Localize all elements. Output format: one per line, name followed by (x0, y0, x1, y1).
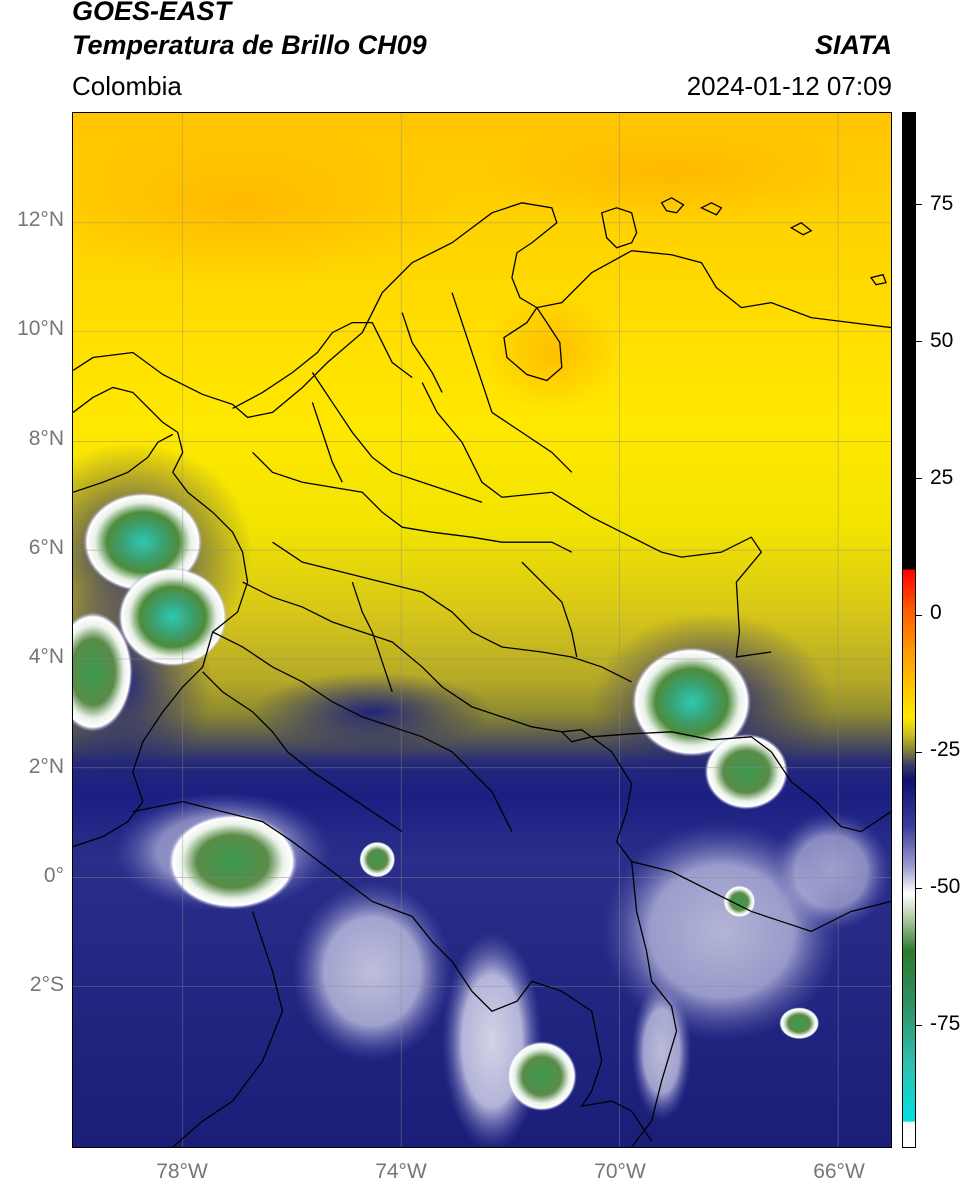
lat-tick-label: 12°N (17, 208, 64, 231)
storm-cell (506, 1041, 577, 1112)
satellite-map (72, 112, 892, 1148)
lat-tick-label: 4°N (28, 645, 64, 668)
cloud-cover (771, 811, 891, 932)
colorbar-tick (916, 204, 922, 205)
cloud-cover (442, 931, 542, 1147)
lat-tick-label: 0° (43, 864, 64, 887)
satellite-title: GOES-EAST (72, 0, 232, 26)
lat-tick-label: 2°N (28, 755, 64, 778)
lat-tick-label: 10°N (17, 317, 64, 340)
colorbar-tick-label: -25 (930, 738, 961, 761)
colorbar-tick (916, 888, 922, 889)
organization-label: SIATA (815, 30, 892, 60)
warm-area (482, 292, 622, 413)
colorbar-tick (916, 341, 922, 342)
product-title: Temperatura de Brillo CH09 (72, 30, 427, 60)
colorbar-gradient (903, 113, 915, 1147)
storm-cell (631, 646, 752, 757)
region-label: Colombia (72, 71, 182, 101)
colorbar-tick-label: 50 (930, 329, 954, 352)
graticule (73, 113, 891, 1147)
warm-area (73, 123, 462, 283)
lat-tick-label: 6°N (28, 536, 64, 559)
lon-tick-label: 66°W (813, 1160, 865, 1183)
lat-tick-label: 2°S (29, 973, 64, 996)
lon-tick-label: 70°W (594, 1160, 646, 1183)
storm-cell (73, 612, 133, 732)
storm-cell (704, 733, 789, 810)
colorbar-tick (916, 752, 922, 753)
colorbar-scale (903, 113, 915, 1147)
colorbar-tick-label: -75 (930, 1012, 961, 1035)
boundaries (73, 197, 891, 1147)
temperature-colorbar (902, 112, 916, 1148)
colorbar-tick-label: 75 (930, 192, 954, 215)
lon-tick-label: 78°W (156, 1160, 208, 1183)
colorbar-tick-label: -50 (930, 875, 961, 898)
storm-cell (779, 1007, 820, 1040)
map-canvas (73, 113, 891, 1147)
lon-tick-label: 74°W (375, 1160, 427, 1183)
storm-cell (359, 841, 396, 878)
cloud-cover (292, 881, 453, 1062)
datetime-label: 2024-01-12 07:09 (686, 71, 892, 101)
colorbar-tick-label: 0 (930, 601, 942, 624)
storm-cell (167, 813, 298, 910)
storm-cell (723, 885, 756, 918)
lat-tick-label: 8°N (28, 427, 64, 450)
colorbar-tick (916, 615, 922, 616)
warm-area (472, 122, 872, 223)
colorbar-tick (916, 478, 922, 479)
cloud-cover (631, 981, 692, 1122)
cloud-band (252, 671, 492, 752)
colorbar-tick (916, 1025, 922, 1026)
storm-cell (117, 567, 228, 667)
colorbar-tick-label: 25 (930, 466, 954, 489)
